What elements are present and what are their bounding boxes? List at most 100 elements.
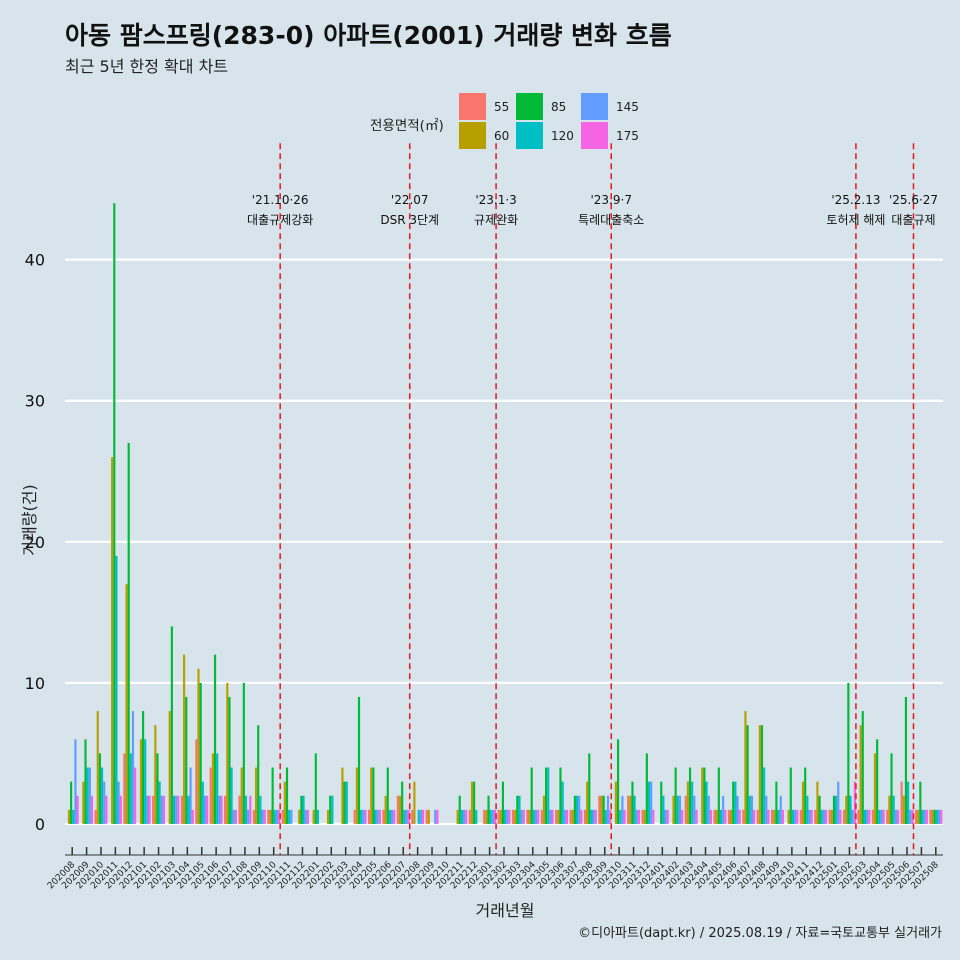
bar bbox=[105, 795, 108, 824]
bar bbox=[602, 795, 605, 824]
bar bbox=[561, 781, 564, 824]
bar bbox=[598, 795, 601, 824]
bar bbox=[842, 809, 846, 824]
bar bbox=[547, 767, 550, 824]
event-label: 대출규제강화 bbox=[247, 213, 313, 227]
bar bbox=[226, 682, 229, 824]
bar bbox=[84, 739, 87, 824]
bar bbox=[900, 781, 903, 824]
bar bbox=[569, 809, 572, 824]
bar bbox=[532, 809, 535, 824]
bar bbox=[830, 809, 833, 824]
bar bbox=[604, 809, 607, 824]
bar bbox=[637, 809, 641, 824]
bar bbox=[425, 809, 428, 824]
bar bbox=[398, 795, 402, 824]
bar bbox=[304, 809, 307, 824]
legend-item-60: 60 bbox=[459, 122, 509, 149]
bar bbox=[871, 809, 874, 824]
bar bbox=[678, 795, 682, 824]
bar bbox=[886, 809, 889, 824]
bar bbox=[458, 795, 461, 824]
bar bbox=[851, 809, 854, 824]
bar bbox=[713, 809, 716, 824]
bar bbox=[565, 809, 569, 824]
bar bbox=[681, 809, 684, 824]
bar bbox=[247, 809, 250, 824]
bar bbox=[516, 795, 519, 824]
bar bbox=[499, 809, 502, 824]
event-date: '25.6·27 bbox=[889, 193, 938, 207]
bar bbox=[493, 809, 497, 824]
bar bbox=[722, 795, 725, 824]
bar bbox=[520, 809, 523, 824]
bar bbox=[218, 795, 221, 824]
bar bbox=[660, 781, 663, 824]
bar bbox=[113, 203, 116, 824]
bar bbox=[391, 809, 394, 824]
bar bbox=[345, 781, 348, 824]
legend-item-145: 145 bbox=[581, 93, 639, 120]
bar bbox=[917, 809, 920, 824]
bar bbox=[662, 795, 665, 824]
bar bbox=[814, 809, 817, 824]
bar bbox=[873, 753, 877, 824]
bar bbox=[267, 809, 270, 824]
bar bbox=[750, 795, 754, 824]
bar bbox=[206, 795, 209, 824]
bar bbox=[839, 809, 842, 824]
bar bbox=[497, 809, 500, 824]
bar bbox=[592, 809, 595, 824]
bar bbox=[261, 809, 264, 824]
bar bbox=[213, 654, 217, 824]
bar bbox=[158, 781, 161, 824]
bar bbox=[549, 809, 552, 824]
bar bbox=[271, 767, 274, 824]
bar bbox=[475, 809, 478, 824]
bar bbox=[542, 795, 546, 824]
legend-swatch bbox=[581, 122, 608, 149]
x-axis-label: 거래년월 bbox=[475, 901, 535, 920]
bar bbox=[489, 809, 492, 824]
bar bbox=[504, 809, 507, 824]
bar bbox=[152, 795, 155, 824]
event-label: DSR 3단계 bbox=[380, 213, 439, 227]
bar bbox=[88, 767, 91, 824]
bar bbox=[413, 781, 416, 824]
bar bbox=[818, 795, 821, 824]
chart-title: 아동 팜스프링(283-0) 아파트(2001) 거래량 변화 흐름 bbox=[65, 21, 672, 50]
event-date: '23.9·7 bbox=[590, 193, 631, 207]
bar bbox=[115, 555, 118, 824]
bar bbox=[326, 809, 330, 824]
bar bbox=[674, 767, 677, 824]
bar bbox=[937, 809, 941, 824]
bar bbox=[880, 809, 883, 824]
bar bbox=[688, 767, 692, 824]
bar bbox=[767, 809, 770, 824]
y-tick-label: 0 bbox=[35, 815, 45, 834]
bar bbox=[96, 711, 99, 824]
bar bbox=[571, 809, 574, 824]
bar bbox=[170, 626, 173, 824]
bar bbox=[103, 781, 106, 824]
bar bbox=[849, 795, 852, 824]
bar bbox=[522, 809, 525, 824]
bar bbox=[396, 795, 399, 824]
legend-label: 85 bbox=[551, 99, 567, 114]
bar bbox=[559, 767, 562, 824]
legend-swatch bbox=[459, 122, 486, 149]
bar bbox=[468, 809, 471, 824]
bar bbox=[473, 781, 476, 824]
event-label: 토허제 해제 bbox=[826, 213, 885, 227]
bar bbox=[300, 795, 303, 824]
bar bbox=[119, 795, 122, 824]
bar bbox=[738, 809, 741, 824]
bar bbox=[845, 795, 848, 824]
bar bbox=[796, 809, 799, 824]
bar bbox=[162, 795, 166, 824]
y-tick-label: 40 bbox=[25, 251, 45, 270]
bar bbox=[882, 809, 885, 824]
bar bbox=[288, 809, 291, 824]
bar bbox=[257, 725, 260, 824]
